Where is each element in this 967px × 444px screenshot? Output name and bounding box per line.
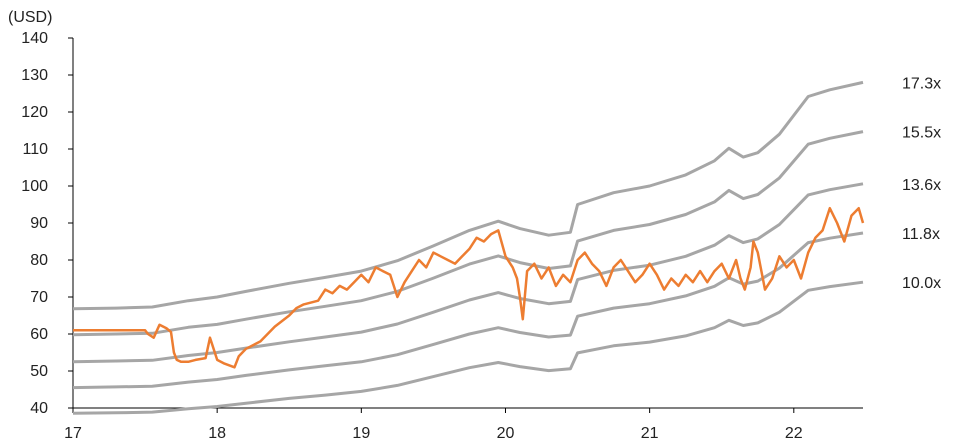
x-tick-label: 20 (497, 425, 515, 442)
y-tick-label: 130 (21, 67, 48, 84)
band-label: 13.6x (902, 177, 941, 194)
band-labels: 17.3x 15.5x 13.6x 11.8x 10.0x (902, 75, 941, 292)
y-tick-label: 140 (21, 30, 48, 47)
x-tick-label: 22 (785, 425, 803, 442)
band-label: 15.5x (902, 125, 941, 142)
y-tick-label: 40 (30, 400, 48, 417)
x-tick-label: 19 (352, 425, 370, 442)
series-lines (72, 80, 865, 415)
series-line-15-5x (72, 130, 864, 337)
y-tick-label: 70 (30, 289, 48, 306)
band-label: 10.0x (902, 275, 941, 292)
y-tick-label: 110 (22, 141, 48, 158)
y-axis-ticks: 40 50 60 70 80 90 100 110 120 130 140 (21, 30, 73, 417)
y-tick-label: 100 (21, 178, 48, 195)
series-line-11-8x (72, 231, 864, 390)
x-tick-label: 21 (641, 425, 659, 442)
band-label: 11.8x (902, 226, 940, 243)
x-tick-label: 17 (64, 425, 82, 442)
y-tick-label: 90 (30, 215, 48, 232)
y-tick-label: 120 (21, 104, 48, 121)
y-tick-label: 80 (30, 252, 48, 269)
price-series-line (73, 206, 865, 369)
series-line-10-0x (72, 280, 864, 415)
x-axis-ticks: 17 18 19 20 21 22 (64, 408, 803, 442)
axes (72, 38, 863, 409)
y-tick-label: 60 (30, 326, 48, 343)
series-line-13-6x (72, 182, 864, 364)
y-tick-label: 50 (30, 363, 48, 380)
series-line-17-3x (72, 80, 864, 311)
x-tick-label: 18 (208, 425, 226, 442)
y-axis-unit-label: (USD) (8, 9, 52, 26)
band-label: 17.3x (902, 75, 941, 92)
